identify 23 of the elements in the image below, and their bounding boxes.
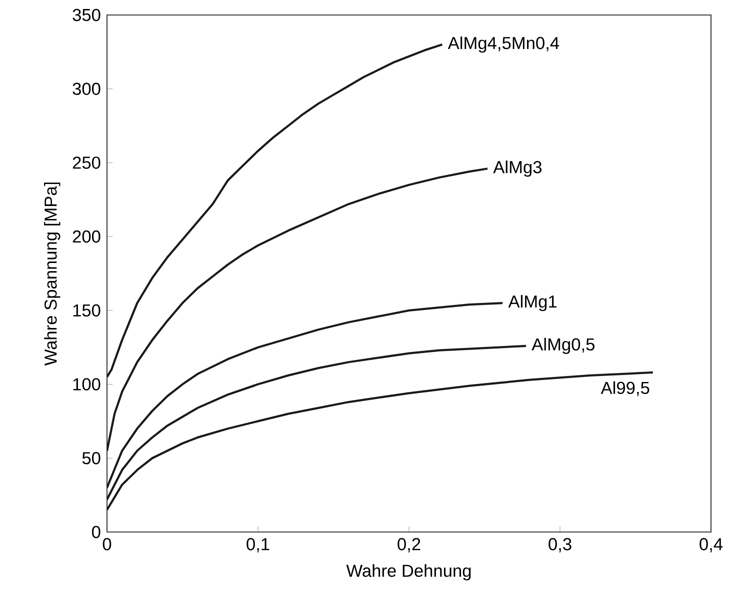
x-tick-label: 0,4 xyxy=(700,538,723,552)
line-series xyxy=(107,344,528,501)
line-series xyxy=(107,43,444,378)
y-tick-label: 200 xyxy=(72,230,100,243)
y-tick-label: 300 xyxy=(72,82,100,95)
x-axis-title: Wahre Dehnung xyxy=(346,564,471,580)
series-label: AlMg1 xyxy=(508,294,557,312)
series-label: AlMg0,5 xyxy=(532,338,594,354)
x-tick-label: 0,1 xyxy=(246,538,270,552)
series-label: Al99,5 xyxy=(600,381,650,396)
y-tick-label: 0 xyxy=(92,526,100,538)
y-tick-label: 50 xyxy=(82,452,100,464)
y-tick-label: 150 xyxy=(73,304,100,317)
series-label: AlMg4,5Mn0,4 xyxy=(448,36,560,53)
x-tick-label: 0,3 xyxy=(548,538,572,552)
series-label: AlMg3 xyxy=(493,160,542,177)
line-series xyxy=(107,371,654,511)
y-axis-title: Wahre Spannung [MPa] xyxy=(44,182,60,366)
y-tick-label: 350 xyxy=(72,8,100,22)
x-tick-label: 0 xyxy=(102,538,112,550)
y-tick-label: 250 xyxy=(72,156,100,169)
y-tick-label: 100 xyxy=(73,378,100,390)
x-tick-label: 0,2 xyxy=(398,538,420,552)
